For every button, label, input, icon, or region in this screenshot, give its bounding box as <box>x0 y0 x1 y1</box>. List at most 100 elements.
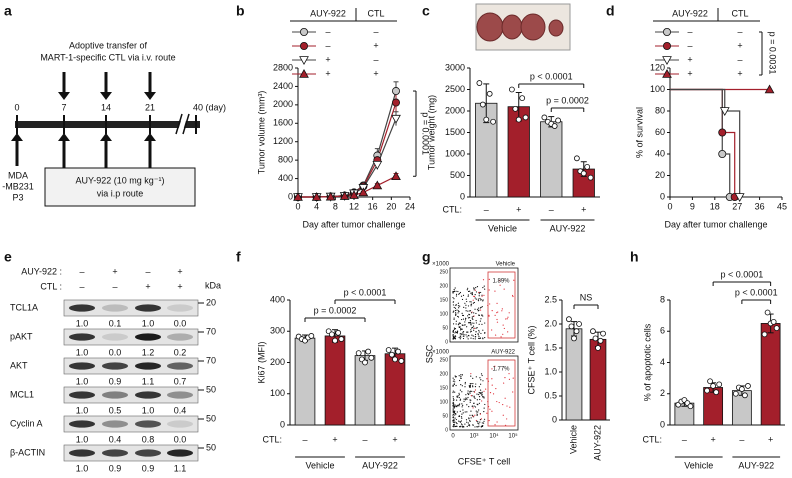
band <box>167 420 193 428</box>
event-dot <box>467 338 469 340</box>
band <box>69 391 95 399</box>
event-dot <box>484 332 486 334</box>
event-dot <box>473 295 475 297</box>
band <box>102 391 128 399</box>
band <box>135 304 161 312</box>
y-axis-label: CFSE⁺ T cell (%) <box>526 326 536 395</box>
arrow-head <box>100 133 112 141</box>
event-dot <box>481 391 483 393</box>
y-tick-label: 400 <box>270 294 285 304</box>
band <box>102 449 128 457</box>
event-dot <box>453 298 455 300</box>
event-dot <box>459 292 461 295</box>
event-dot <box>478 386 480 388</box>
event-dot <box>461 413 463 415</box>
event-dot <box>492 393 495 395</box>
data-point <box>522 114 529 121</box>
event-dot <box>489 408 491 410</box>
protein-name: β-ACTIN <box>10 447 45 457</box>
event-dot <box>511 294 514 297</box>
event-dot <box>459 338 461 340</box>
event-dot <box>457 404 459 406</box>
event-dot <box>472 407 474 409</box>
event-dot <box>473 391 476 393</box>
event-dot <box>459 335 461 337</box>
event-dot <box>479 320 481 322</box>
event-dot <box>461 312 463 314</box>
x-tick-label: 12 <box>349 201 359 211</box>
event-dot <box>459 426 461 428</box>
sign: – <box>682 434 687 444</box>
event-dot <box>471 405 474 407</box>
event-dot <box>469 290 471 292</box>
event-dot <box>455 323 457 325</box>
event-dot <box>475 376 477 378</box>
band <box>69 333 95 341</box>
event-dot <box>459 421 462 423</box>
gate-value: 1.77% <box>492 367 510 373</box>
event-dot <box>480 373 483 375</box>
y-tick-label: 300 <box>270 326 285 336</box>
flow-y-tick: 50 <box>442 413 448 419</box>
event-dot <box>481 425 484 428</box>
event-dot <box>457 312 459 314</box>
data-point <box>764 309 771 316</box>
data-point <box>600 330 606 337</box>
event-dot <box>483 390 485 392</box>
event-dot <box>496 302 498 304</box>
panel-letter: b <box>236 3 245 19</box>
event-dot <box>453 317 455 319</box>
event-dot <box>491 310 493 312</box>
event-dot <box>512 295 514 298</box>
event-dot <box>484 322 486 324</box>
event-dot <box>508 373 510 375</box>
event-dot <box>476 308 479 310</box>
legend-sign: – <box>687 40 692 50</box>
event-dot <box>476 426 478 428</box>
marker <box>764 84 775 94</box>
data-point <box>568 323 575 330</box>
marker <box>734 193 745 203</box>
annotation: NS <box>580 292 593 302</box>
y-axis-label: % of survival <box>634 107 644 158</box>
quantification: 1.0 <box>76 405 89 415</box>
legend-marker <box>299 56 309 66</box>
annotation: MART-1-specific CTL via i.v. route <box>40 52 175 62</box>
event-dot <box>453 290 456 292</box>
event-dot <box>454 307 457 309</box>
event-dot <box>481 323 483 325</box>
plot-title: AUY-922 <box>491 350 515 356</box>
event-dot <box>469 392 471 394</box>
flow-y-tick: 200 <box>440 371 449 377</box>
event-dot <box>494 290 496 292</box>
event-dot <box>469 320 472 322</box>
event-dot <box>452 411 454 414</box>
event-dot <box>464 324 466 326</box>
event-dot <box>496 400 498 403</box>
event-dot <box>456 309 458 311</box>
bar <box>565 328 583 421</box>
event-dot <box>479 389 482 391</box>
day-label: 21 <box>145 102 155 112</box>
legend-sign: + <box>325 54 330 64</box>
event-dot <box>459 389 462 391</box>
event-dot <box>466 421 468 423</box>
y-tick-label: 40 <box>655 148 665 158</box>
event-dot <box>482 279 485 281</box>
event-dot <box>468 424 471 426</box>
annotation: p < 0.0001 <box>344 287 387 297</box>
event-dot <box>455 422 457 424</box>
event-dot <box>481 374 483 377</box>
kda-value: 50 <box>206 384 216 394</box>
bar <box>540 121 563 198</box>
sign: – <box>739 434 744 444</box>
quantification: 0.0 <box>174 318 187 328</box>
event-dot <box>477 422 479 424</box>
event-dot <box>453 379 455 381</box>
y-tick-label: 1000 <box>445 148 465 158</box>
event-dot <box>475 322 478 324</box>
sign: – <box>302 434 307 444</box>
event-dot <box>463 334 465 336</box>
event-dot <box>470 303 472 306</box>
event-dot <box>455 399 458 401</box>
